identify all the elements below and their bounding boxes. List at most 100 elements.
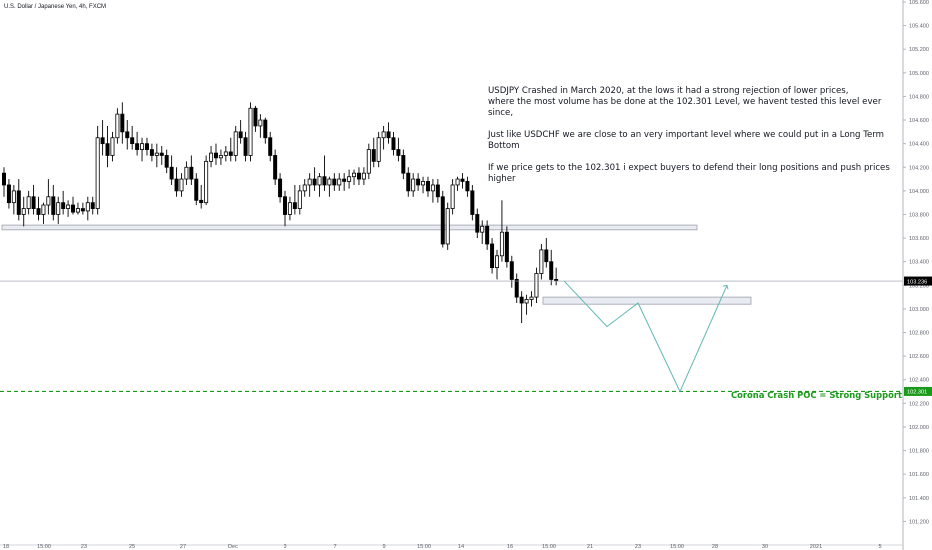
candle <box>480 220 485 244</box>
candle-body <box>125 131 130 139</box>
candle-body <box>425 181 430 192</box>
candle-body <box>475 214 480 233</box>
candle-body <box>430 184 435 192</box>
candle <box>302 179 307 197</box>
candle-body <box>179 178 184 192</box>
candle-body <box>421 181 426 186</box>
candle-body <box>159 152 164 156</box>
candle-body <box>539 249 544 274</box>
candle-body <box>51 196 56 215</box>
candle-body <box>238 131 243 139</box>
candle <box>21 196 26 227</box>
candle <box>401 149 406 180</box>
time-tick-label: 5 <box>878 544 881 550</box>
candle <box>61 190 66 215</box>
time-tick-label: 15:00 <box>417 544 431 550</box>
candle-body <box>16 190 21 215</box>
candle <box>347 169 352 189</box>
candle-body <box>110 137 115 156</box>
candle <box>164 149 169 174</box>
time-tick-label: 25 <box>129 544 135 550</box>
candle-body <box>504 231 509 263</box>
candle <box>56 196 61 224</box>
candle-body <box>445 208 450 245</box>
candle <box>95 125 100 215</box>
demand-zone <box>542 296 752 305</box>
candle <box>529 291 534 307</box>
support-price-badge <box>904 386 932 396</box>
candle-body <box>499 231 504 257</box>
price-tick-label: 103.200 <box>909 283 929 289</box>
price-tick-label: 101.200 <box>909 519 929 525</box>
candle-body <box>209 152 214 162</box>
candle <box>342 173 347 191</box>
price-tick-label: 102.600 <box>909 354 929 360</box>
price-tick-label: 102.400 <box>909 378 929 384</box>
candle-body <box>292 202 297 209</box>
price-tick-label: 105.600 <box>909 0 929 6</box>
candle-body <box>36 208 41 215</box>
candle-body <box>149 149 154 156</box>
candle <box>115 108 120 144</box>
time-tick-label: 28 <box>712 544 718 550</box>
candle <box>381 125 386 150</box>
candle-body <box>544 249 549 263</box>
candle-body <box>455 178 460 186</box>
candle-body <box>233 131 238 156</box>
candle-body <box>435 184 440 198</box>
candle-body <box>534 273 539 298</box>
time-tick-label: 16 <box>507 544 513 550</box>
candle <box>223 146 228 162</box>
projection-arrowhead <box>722 284 729 290</box>
candle-body <box>465 181 470 192</box>
candle <box>174 167 179 197</box>
candle-body <box>396 149 401 156</box>
projection-path <box>563 280 728 393</box>
time-tick-label: 2021 <box>810 544 822 550</box>
candle <box>66 200 71 217</box>
candle <box>31 184 36 215</box>
candle-body <box>509 261 514 280</box>
candle-body <box>120 113 125 133</box>
candle-body <box>2 172 7 186</box>
candle-body <box>243 137 248 156</box>
candle-body <box>317 176 322 186</box>
analysis-annotation: USDJPY Crashed in March 2020, at the low… <box>488 86 908 196</box>
candle <box>465 176 470 197</box>
candle-body <box>100 137 105 145</box>
candle <box>485 220 490 250</box>
time-tick-label: 18 <box>3 544 9 550</box>
candle <box>534 267 539 304</box>
price-tick-label: 104.200 <box>909 165 929 171</box>
price-tick-label: 104.800 <box>909 94 929 100</box>
candle-body <box>287 202 292 215</box>
candle-body <box>361 172 366 180</box>
candle-body <box>470 190 475 215</box>
candle <box>376 131 381 168</box>
price-tick-label: 105.400 <box>909 24 929 30</box>
symbol-title: U.S. Dollar / Japanese Yen, 4h, FXCM <box>4 4 107 10</box>
candle <box>71 196 76 215</box>
candle <box>199 184 204 209</box>
candle-body <box>391 137 396 150</box>
candle-body <box>194 178 199 201</box>
price-tick-label: 102.200 <box>909 401 929 407</box>
time-tick-label: 30 <box>762 544 768 550</box>
candle-body <box>140 143 145 150</box>
time-tick-label: 3 <box>283 544 286 550</box>
candle-body <box>228 151 233 156</box>
candle <box>258 114 263 138</box>
candle <box>283 190 288 227</box>
candle <box>248 102 253 162</box>
candle-body <box>154 152 159 156</box>
candle-body <box>46 196 51 206</box>
candle <box>204 155 209 206</box>
candle-body <box>386 131 391 139</box>
time-tick-label: 9 <box>382 544 385 550</box>
candle <box>470 184 475 221</box>
candle-body <box>554 279 559 281</box>
candle <box>36 196 41 221</box>
candle-body <box>371 149 376 162</box>
candle <box>386 122 391 144</box>
candle <box>51 184 56 221</box>
